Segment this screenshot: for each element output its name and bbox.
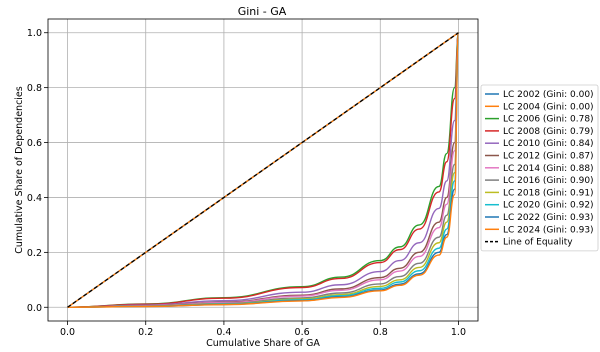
series-line-11	[67, 32, 460, 308]
x-tick-label: 0.8	[373, 327, 388, 338]
legend-entry: LC 2008 (Gini: 0.79)	[503, 127, 594, 137]
legend-entry: LC 2024 (Gini: 0.93)	[503, 225, 594, 235]
x-tick-label: 0.2	[138, 327, 153, 338]
x-tick-label: 0.4	[216, 327, 231, 338]
legend-entry: LC 2020 (Gini: 0.92)	[503, 201, 594, 211]
x-tick-label: 0.6	[295, 327, 310, 338]
legend-entry: LC 2016 (Gini: 0.90)	[503, 176, 594, 186]
y-tick-label: 1.0	[27, 28, 42, 39]
legend-entry: LC 2002 (Gini: 0.00)	[503, 90, 594, 100]
chart-title: Gini - GA	[238, 5, 287, 18]
legend: LC 2002 (Gini: 0.00) LC 2004 (Gini: 0.00)…	[480, 84, 599, 252]
x-tick-label: 0.0	[60, 327, 75, 338]
legend-entry: LC 2014 (Gini: 0.88)	[503, 164, 594, 174]
legend-entry: LC 2004 (Gini: 0.00)	[503, 102, 594, 112]
plot-area	[67, 32, 460, 308]
legend-entry: LC 2012 (Gini: 0.87)	[503, 152, 594, 162]
x-tick-label: 1.0	[451, 327, 466, 338]
x-axis-label: Cumulative Share of GA	[206, 338, 320, 349]
y-tick-label: 0.6	[27, 138, 42, 149]
series-line-6	[67, 32, 460, 308]
series-line-12	[67, 32, 459, 308]
series-line-3	[67, 32, 460, 308]
y-axis-label: Cumulative Share of Dependencies	[14, 86, 25, 254]
legend-entry: Line of Equality	[503, 238, 573, 248]
series-line-4	[67, 32, 460, 308]
ticks: 0.0 0.2 0.4 0.6 0.8 1.0 0.0 0.2 0.4 0.6 0.8 1.0	[27, 28, 466, 338]
y-tick-label: 0.4	[27, 193, 42, 204]
y-tick-label: 0.0	[27, 303, 42, 314]
legend-entry: LC 2022 (Gini: 0.93)	[503, 213, 594, 223]
y-tick-label: 0.2	[27, 248, 42, 259]
legend-box	[480, 84, 599, 252]
legend-entry: LC 2006 (Gini: 0.78)	[503, 115, 594, 125]
legend-entry: LC 2018 (Gini: 0.91)	[503, 188, 594, 198]
y-tick-label: 0.8	[27, 83, 42, 94]
axes-frame	[47, 18, 479, 322]
legend-entry: LC 2010 (Gini: 0.84)	[503, 139, 594, 149]
